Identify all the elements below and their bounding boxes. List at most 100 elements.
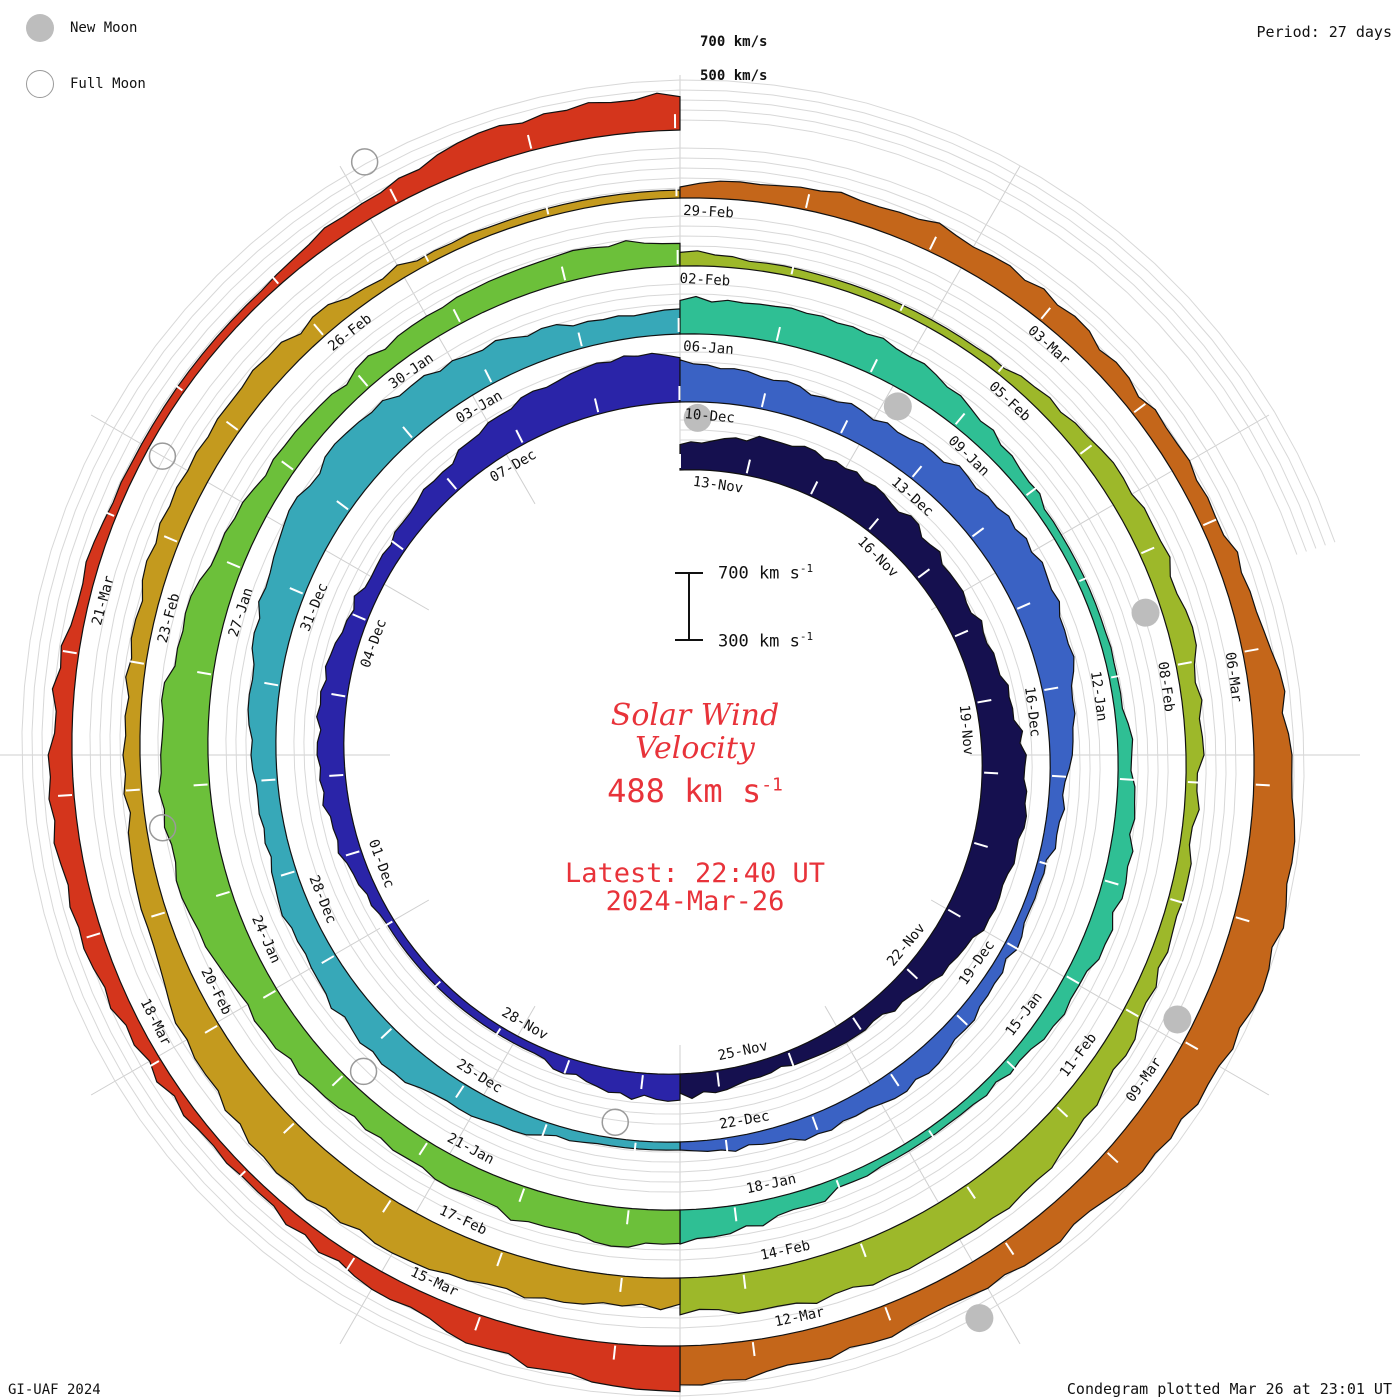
day-tick: [146, 1060, 160, 1069]
day-tick: [446, 477, 458, 490]
day-tick: [283, 1122, 295, 1134]
day-tick: [1056, 1106, 1069, 1118]
date-label: 06-Mar: [1222, 651, 1245, 703]
day-tick: [1006, 942, 1021, 951]
day-tick: [197, 671, 212, 676]
day-tick: [947, 908, 961, 918]
full-moon-marker: [148, 442, 177, 470]
day-tick: [1025, 486, 1039, 497]
day-tick: [956, 1014, 968, 1026]
day-tick: [890, 1073, 900, 1087]
day-tick: [491, 1028, 502, 1041]
day-tick: [474, 1316, 481, 1331]
day-tick: [1040, 307, 1052, 320]
scale-top-label: 700 km s-1: [718, 562, 813, 584]
new-moon-marker: [965, 1304, 994, 1333]
day-tick: [62, 649, 77, 655]
day-tick: [1133, 403, 1146, 414]
day-tick: [389, 188, 398, 202]
day-tick: [262, 989, 276, 999]
day-tick: [899, 297, 908, 312]
day-tick: [1051, 774, 1067, 778]
date-label: 02-Feb: [679, 271, 730, 290]
current-speed: 488 km s-1: [480, 772, 910, 810]
day-tick: [577, 332, 583, 347]
day-tick: [193, 783, 208, 787]
day-tick: [733, 1207, 738, 1222]
scale-top-exp: -1: [799, 562, 814, 575]
day-tick: [380, 1027, 393, 1040]
day-tick: [421, 248, 430, 263]
day-tick: [626, 1210, 630, 1225]
day-tick: [906, 968, 919, 980]
day-tick: [57, 793, 73, 797]
day-tick: [261, 778, 276, 782]
day-tick: [204, 1024, 218, 1034]
day-tick: [810, 481, 819, 495]
day-tick: [917, 568, 931, 579]
day-tick: [484, 369, 493, 383]
day-tick: [1177, 661, 1192, 666]
day-tick: [1044, 686, 1059, 692]
day-tick: [289, 587, 304, 595]
period-label: Period: 27 days: [1256, 23, 1392, 41]
scale-bottom-text: 300 km s: [718, 631, 800, 652]
day-tick: [329, 774, 344, 777]
day-tick: [151, 911, 166, 918]
day-tick: [790, 260, 796, 275]
day-tick: [379, 920, 393, 930]
day-tick: [928, 1130, 938, 1143]
day-tick: [518, 1188, 526, 1203]
day-tick: [163, 535, 178, 543]
day-tick: [336, 500, 349, 511]
new-moon-marker: [683, 403, 712, 432]
grid-spiral: [21, 79, 1336, 1397]
day-tick: [1244, 648, 1259, 653]
day-tick: [742, 1274, 747, 1289]
day-tick: [852, 1017, 862, 1031]
day-tick: [226, 561, 241, 569]
full-moon-marker: [601, 1108, 629, 1136]
day-tick: [264, 681, 279, 687]
day-tick: [215, 890, 230, 897]
full-moon-marker: [350, 148, 379, 176]
day-tick: [281, 460, 294, 471]
day-tick: [1106, 1152, 1119, 1164]
tail-scale-high: 700 km/s: [700, 34, 768, 50]
scale-top-text: 700 km s: [718, 563, 800, 584]
day-tick: [345, 850, 360, 857]
new-moon-icon: [26, 14, 54, 42]
day-tick: [971, 527, 985, 538]
day-tick: [751, 1342, 756, 1357]
day-tick: [1235, 916, 1250, 923]
new-moon-marker: [883, 392, 912, 421]
day-tick: [455, 1085, 465, 1099]
credit-label: GI-UAF 2024: [8, 1382, 101, 1398]
speed-bands: [47, 92, 1296, 1393]
day-tick: [1039, 860, 1054, 867]
speed-band-segment: [47, 92, 681, 1393]
day-tick: [954, 629, 969, 638]
day-tick: [840, 420, 849, 434]
date-label: 16-Dec: [1021, 686, 1043, 738]
latest-time: Latest: 22:40 UT: [564, 858, 826, 889]
date-label: 13-Nov: [692, 474, 744, 497]
full-moon-marker: [349, 1057, 378, 1086]
day-tick: [1202, 518, 1217, 527]
day-tick: [633, 1142, 637, 1157]
day-tick: [775, 326, 781, 341]
day-tick: [352, 613, 366, 621]
day-tick: [560, 266, 567, 281]
day-tick: [911, 465, 923, 478]
date-label: 19-Nov: [956, 704, 976, 756]
date-label: 06-Jan: [683, 338, 735, 357]
day-tick: [1078, 574, 1093, 583]
latest-date: 2024-Mar-26: [605, 886, 785, 917]
day-tick: [382, 1199, 392, 1213]
day-tick: [496, 1252, 503, 1267]
day-tick: [526, 134, 533, 149]
scale-bottom-label: 300 km s-1: [718, 630, 813, 652]
day-tick: [544, 200, 550, 215]
day-tick: [811, 1116, 819, 1131]
day-tick: [1140, 546, 1155, 555]
